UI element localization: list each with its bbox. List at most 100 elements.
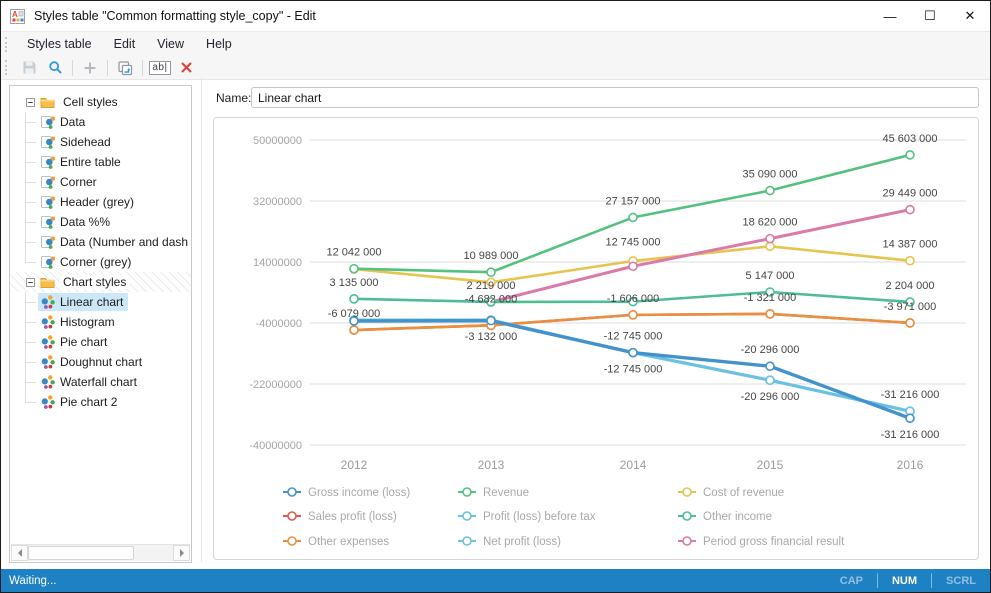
toolbar-separator — [142, 59, 143, 76]
svg-text:14000000: 14000000 — [253, 257, 302, 269]
scroll-track[interactable] — [134, 545, 173, 561]
tree-group-label: Cell styles — [60, 95, 121, 109]
tree-item-label: Data %% — [60, 215, 111, 229]
svg-text:3 135 000: 3 135 000 — [330, 277, 379, 289]
app-icon: A — [9, 8, 26, 25]
cell-style-icon — [40, 134, 56, 150]
tree-item-waterfall-chart[interactable]: Waterfall chart — [10, 372, 191, 392]
scroll-right-arrow[interactable] — [173, 545, 190, 561]
save-button[interactable] — [16, 57, 42, 78]
chart-style-icon — [40, 354, 56, 370]
tree-item-label: Doughnut chart — [60, 355, 143, 369]
rename-icon: ab| — [149, 60, 171, 75]
svg-text:-20 296 000: -20 296 000 — [741, 391, 800, 403]
tree-item-label: Entire table — [60, 155, 121, 169]
tree-item-data-number-and-dash[interactable]: Data (Number and dash — [10, 232, 191, 252]
save-icon — [22, 60, 37, 75]
chart-style-icon — [40, 314, 56, 330]
svg-text:-12 745 000: -12 745 000 — [604, 364, 663, 376]
tree-item-label: Pie chart — [60, 335, 108, 349]
menubar-grip[interactable] — [5, 36, 10, 52]
menu-bar: Styles table Edit View Help — [1, 31, 990, 56]
tree-item-corner-grey[interactable]: Corner (grey) — [10, 252, 191, 272]
svg-text:Other income: Other income — [703, 511, 772, 523]
svg-text:2016: 2016 — [897, 458, 924, 472]
toolbar: ab| — [1, 56, 990, 80]
pane-splitter[interactable] — [201, 78, 202, 562]
title-bar: A Styles table "Common formatting style_… — [1, 1, 990, 31]
svg-text:2014: 2014 — [620, 458, 647, 472]
folder-icon — [40, 96, 55, 109]
chart-style-icon — [40, 334, 56, 350]
status-indicator-scrl: SCRL — [946, 574, 976, 587]
tree-item-pie-chart[interactable]: Pie chart — [10, 332, 191, 352]
tree-item-data[interactable]: Data %% — [10, 212, 191, 232]
svg-text:2 219 000: 2 219 000 — [467, 280, 516, 292]
window-title: Styles table "Common formatting style_co… — [34, 9, 316, 23]
scroll-thumb[interactable] — [28, 546, 134, 560]
svg-text:12 745 000: 12 745 000 — [605, 236, 660, 248]
menu-item-view[interactable]: View — [157, 37, 185, 51]
svg-text:Cost of revenue: Cost of revenue — [703, 487, 784, 499]
tree-item-label: Data (Number and dash — [60, 235, 189, 249]
tree-item-label: Linear chart — [60, 295, 124, 309]
chart-preview-panel: 50000000 32000000 14000000 -4000000 -2200000… — [213, 117, 979, 560]
svg-text:10 989 000: 10 989 000 — [463, 250, 518, 262]
tree-item-data[interactable]: Data — [10, 112, 191, 132]
tree-group-label: Chart styles — [60, 275, 130, 289]
svg-text:Sales profit (loss): Sales profit (loss) — [308, 511, 397, 523]
style-name-input[interactable] — [251, 87, 979, 108]
svg-text:-3 132 000: -3 132 000 — [465, 331, 518, 343]
chart-style-icon — [40, 374, 56, 390]
menu-item-help[interactable]: Help — [206, 37, 232, 51]
tree-item-label: Waterfall chart — [60, 375, 137, 389]
chart-style-icon — [40, 394, 56, 410]
cell-style-icon — [40, 174, 56, 190]
close-button[interactable]: ✕ — [964, 8, 976, 23]
svg-text:-1 606 000: -1 606 000 — [607, 293, 660, 305]
tree-group-cell-styles[interactable]: Cell styles — [10, 92, 191, 112]
svg-text:-3 971 000: -3 971 000 — [884, 301, 937, 313]
status-indicator-cap: CAP — [839, 574, 863, 587]
svg-text:-31 216 000: -31 216 000 — [881, 429, 940, 441]
cell-style-icon — [40, 114, 56, 130]
tree-item-entire-table[interactable]: Entire table — [10, 152, 191, 172]
tree-item-corner[interactable]: Corner — [10, 172, 191, 192]
svg-text:-6 079 000: -6 079 000 — [328, 308, 381, 320]
tree-item-linear-chart[interactable]: Linear chart — [10, 292, 191, 312]
tree-item-sidehead[interactable]: Sidehead — [10, 132, 191, 152]
minimize-button[interactable]: — — [883, 8, 897, 24]
duplicate-icon — [117, 60, 133, 76]
cell-style-icon — [40, 194, 56, 210]
svg-text:14 387 000: 14 387 000 — [882, 239, 937, 251]
svg-text:Net profit (loss): Net profit (loss) — [483, 536, 561, 548]
tree-item-label: Data — [60, 115, 86, 129]
menu-item-edit[interactable]: Edit — [113, 37, 136, 51]
add-button[interactable] — [77, 57, 103, 78]
rename-button[interactable]: ab| — [147, 57, 173, 78]
tree-item-histogram[interactable]: Histogram — [10, 312, 191, 332]
tree-horizontal-scrollbar[interactable] — [11, 544, 190, 561]
search-button[interactable] — [42, 57, 68, 78]
tree-item-header-grey[interactable]: Header (grey) — [10, 192, 191, 212]
svg-text:18 620 000: 18 620 000 — [742, 216, 797, 228]
duplicate-button[interactable] — [112, 57, 138, 78]
tree-group-chart-styles[interactable]: Chart styles — [10, 272, 191, 292]
tree-item-pie-chart-2[interactable]: Pie chart 2 — [10, 392, 191, 412]
delete-button[interactable] — [173, 57, 199, 78]
svg-text:12 042 000: 12 042 000 — [326, 247, 381, 259]
menu-item-styles-table[interactable]: Styles table — [27, 37, 92, 51]
svg-text:27 157 000: 27 157 000 — [605, 195, 660, 207]
toolbar-separator — [107, 59, 108, 76]
search-icon — [48, 60, 63, 75]
maximize-button[interactable]: ☐ — [924, 8, 936, 23]
svg-text:-12 745 000: -12 745 000 — [604, 331, 663, 343]
svg-text:Period gross financial result: Period gross financial result — [703, 536, 845, 548]
toolbar-grip[interactable] — [5, 60, 10, 75]
svg-text:-22000000: -22000000 — [249, 379, 302, 391]
svg-text:35 090 000: 35 090 000 — [742, 169, 797, 181]
chart-style-icon — [40, 294, 56, 310]
tree-item-doughnut-chart[interactable]: Doughnut chart — [10, 352, 191, 372]
scroll-left-arrow[interactable] — [11, 545, 28, 561]
